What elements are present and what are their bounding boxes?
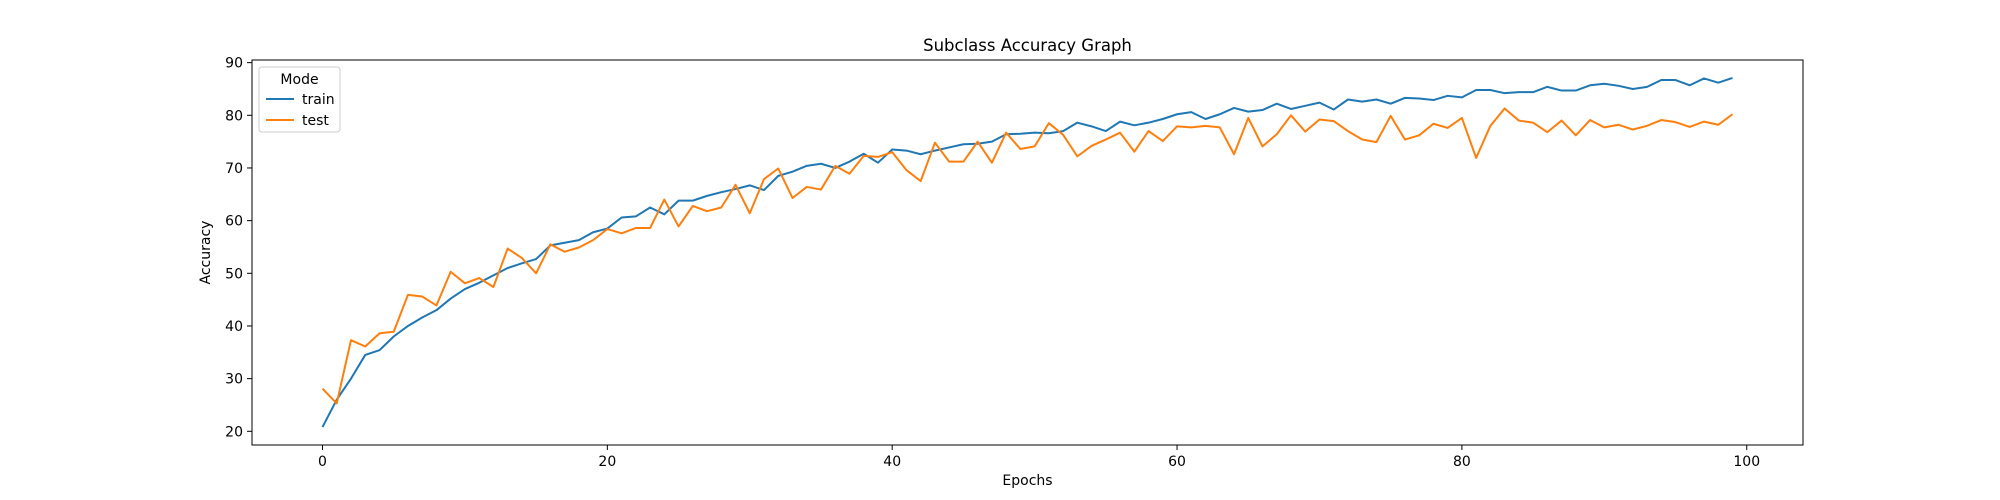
y-tick-label: 70 — [225, 161, 243, 177]
y-tick-label: 40 — [225, 319, 243, 335]
y-tick-label: 80 — [225, 108, 243, 124]
legend: Mode train test — [258, 66, 341, 133]
y-tick-label: 20 — [225, 424, 243, 440]
y-tick-label: 30 — [225, 372, 243, 388]
x-axis-title: Epochs — [1002, 473, 1052, 489]
x-tick-label: 80 — [1453, 454, 1471, 470]
x-tick-label: 60 — [1168, 454, 1186, 470]
x-tick-label: 0 — [318, 454, 327, 470]
y-tick-label: 50 — [225, 266, 243, 282]
series-line-train — [321, 76, 1733, 428]
legend-label-train: train — [302, 92, 335, 108]
legend-title: Mode — [280, 72, 318, 88]
y-tick-label: 60 — [225, 214, 243, 230]
y-axis-title: Accuracy — [198, 221, 214, 285]
x-tick-label: 100 — [1733, 454, 1760, 470]
x-tick-label: 40 — [883, 454, 901, 470]
plot-frame — [251, 59, 1804, 446]
legend-label-test: test — [302, 113, 329, 129]
axis-ticks: 0 20 40 60 80 100 20 30 40 50 60 70 80 90 — [225, 56, 1760, 470]
plot-lines — [321, 76, 1734, 428]
series-line-test — [321, 107, 1734, 405]
x-tick-label: 20 — [598, 454, 616, 470]
legend-box — [258, 66, 341, 133]
y-tick-label: 90 — [225, 56, 243, 72]
chart-title: Subclass Accuracy Graph — [923, 36, 1132, 55]
legend-items: train test — [266, 92, 335, 129]
